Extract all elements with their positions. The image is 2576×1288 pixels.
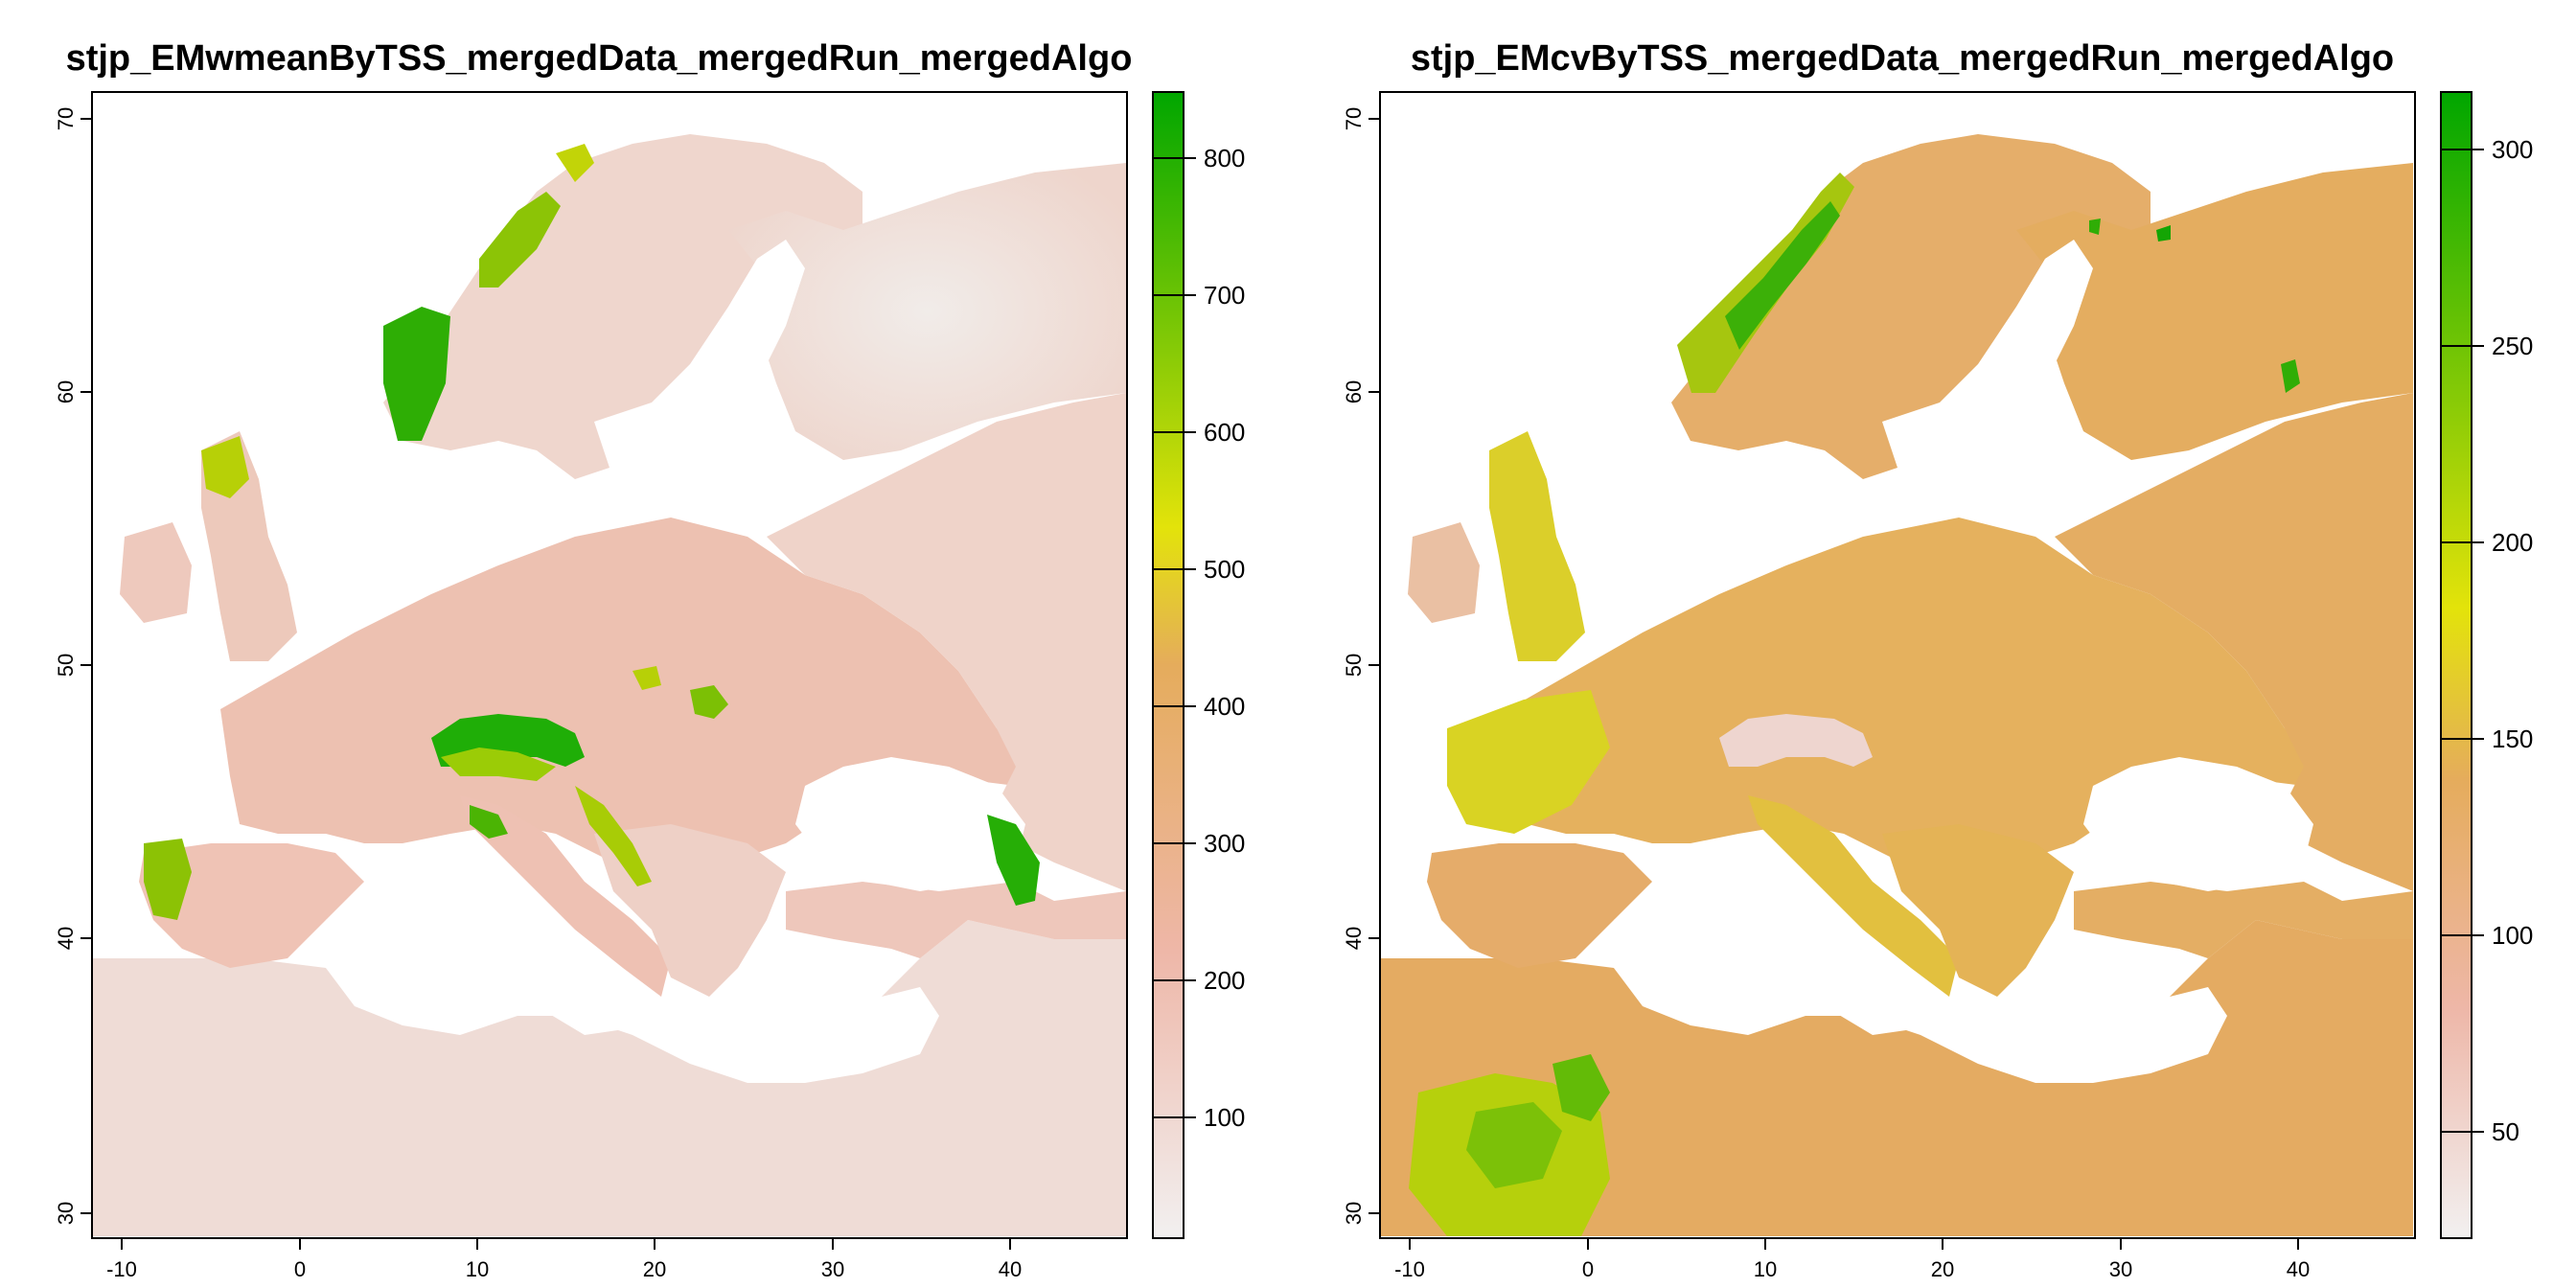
colorbar-tick-label: 300 bbox=[2492, 135, 2533, 164]
y-tick-label: 70 bbox=[54, 107, 78, 130]
x-tick-label: -10 bbox=[1394, 1257, 1425, 1281]
colorbar-tick-label: 500 bbox=[1204, 555, 1245, 584]
x-tick-label: 0 bbox=[1582, 1257, 1594, 1281]
map-panel-wmean: stjp_EMwmeanByTSS_mergedData_mergedRun_m… bbox=[54, 38, 1245, 1281]
colorbar-tick-label: 100 bbox=[1204, 1103, 1245, 1132]
y-tick-label: 30 bbox=[1342, 1202, 1366, 1225]
colorbar-tick-label: 700 bbox=[1204, 281, 1245, 310]
x-tick-label: 30 bbox=[821, 1257, 844, 1281]
colorbar-tick-label: 200 bbox=[1204, 966, 1245, 995]
y-tick-label: 70 bbox=[1342, 107, 1366, 130]
x-tick-marks bbox=[121, 1238, 1011, 1250]
y-axis: 30 40 50 60 70 bbox=[54, 107, 93, 1225]
colorbar-tick-label: 400 bbox=[1204, 692, 1245, 721]
land-raster bbox=[1381, 134, 2413, 1236]
x-tick-label: 40 bbox=[2287, 1257, 2310, 1281]
x-axis: -10 0 10 20 30 40 bbox=[106, 1237, 1081, 1281]
x-tick-label: 10 bbox=[1754, 1257, 1777, 1281]
map-panel-cv: stjp_EMcvByTSS_mergedData_mergedRun_merg… bbox=[1303, 0, 2576, 1288]
x-tick-label: 20 bbox=[643, 1257, 666, 1281]
x-axis: -10 0 10 20 30 40 bbox=[1394, 1237, 2369, 1281]
map-plot-cv: -10 0 10 20 30 40 30 40 50 60 70 bbox=[1342, 91, 2533, 1281]
x-tick-label: 40 bbox=[999, 1257, 1022, 1281]
colorbar-tick-label: 300 bbox=[1204, 829, 1245, 858]
colorbar-tick-label: 100 bbox=[2492, 921, 2533, 950]
colorbar-tick-label: 200 bbox=[2492, 528, 2533, 557]
y-tick-label: 60 bbox=[54, 380, 78, 403]
colorbar: 50 100 150 200 250 300 bbox=[2440, 91, 2533, 1239]
x-tick-label: 0 bbox=[294, 1257, 306, 1281]
y-tick-label: 40 bbox=[54, 927, 78, 950]
map-plot-wmean: -10 0 10 20 30 40 30 40 50 60 70 bbox=[54, 91, 1245, 1281]
colorbar-tick-label: 50 bbox=[2492, 1117, 2519, 1146]
colorbar-tick-label: 250 bbox=[2492, 332, 2533, 360]
x-tick-label: 30 bbox=[2109, 1257, 2132, 1281]
map-title: stjp_EMcvByTSS_mergedData_mergedRun_merg… bbox=[1410, 38, 2395, 79]
map-title: stjp_EMwmeanByTSS_mergedData_mergedRun_m… bbox=[65, 38, 1133, 79]
y-tick-label: 50 bbox=[1342, 654, 1366, 677]
y-tick-label: 60 bbox=[1342, 380, 1366, 403]
colorbar: 100 200 300 400 500 600 700 800 bbox=[1152, 91, 1245, 1239]
y-tick-label: 40 bbox=[1342, 927, 1366, 950]
colorbar-tick-label: 800 bbox=[1204, 144, 1245, 172]
x-tick-label: 20 bbox=[1931, 1257, 1954, 1281]
colorbar-tick-label: 150 bbox=[2492, 724, 2533, 753]
y-axis: 30 40 50 60 70 bbox=[1342, 107, 1381, 1225]
colorbar-tick-label: 600 bbox=[1204, 418, 1245, 447]
y-tick-label: 30 bbox=[54, 1202, 78, 1225]
x-tick-marks bbox=[1409, 1238, 2299, 1250]
x-tick-label: 10 bbox=[466, 1257, 489, 1281]
y-tick-label: 50 bbox=[54, 654, 78, 677]
land-raster bbox=[93, 134, 1126, 1236]
x-tick-label: -10 bbox=[106, 1257, 137, 1281]
